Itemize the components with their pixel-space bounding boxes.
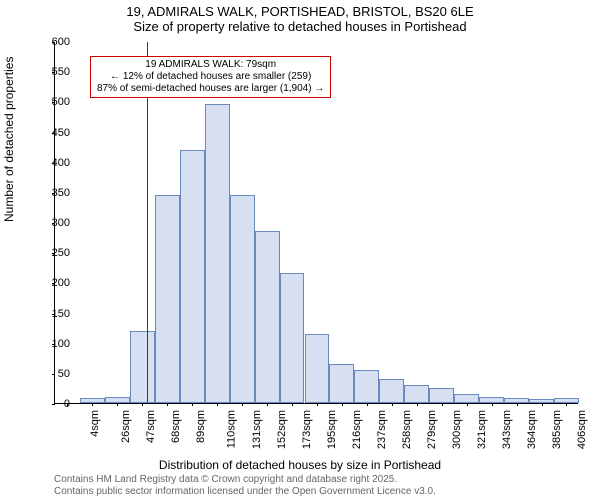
x-tick-mark <box>117 403 118 406</box>
x-tick-mark <box>167 403 168 406</box>
x-tick-mark <box>492 403 493 406</box>
y-tick-mark <box>52 374 55 375</box>
histogram-bar <box>205 104 230 403</box>
annotation-line1: 19 ADMIRALS WALK: 79sqm <box>97 59 324 71</box>
x-axis-label: Distribution of detached houses by size … <box>0 458 600 472</box>
x-tick-mark <box>317 403 318 406</box>
x-tick-mark <box>267 403 268 406</box>
x-tick-label: 216sqm <box>351 410 363 449</box>
x-tick-mark <box>67 403 68 406</box>
histogram-bar <box>454 394 479 403</box>
x-tick-label: 152sqm <box>276 410 288 449</box>
x-tick-mark <box>367 403 368 406</box>
y-tick-mark <box>52 163 55 164</box>
x-tick-mark <box>142 403 143 406</box>
y-axis-label: Number of detached properties <box>2 57 16 222</box>
x-tick-mark <box>417 403 418 406</box>
x-tick-mark <box>242 403 243 406</box>
x-tick-mark <box>392 403 393 406</box>
y-tick-mark <box>52 42 55 43</box>
chart-title-area: 19, ADMIRALS WALK, PORTISHEAD, BRISTOL, … <box>0 4 600 34</box>
y-tick-mark <box>52 253 55 254</box>
x-tick-label: 195sqm <box>326 410 338 449</box>
x-tick-label: 131sqm <box>251 410 263 449</box>
y-tick-mark <box>52 133 55 134</box>
histogram-bar <box>329 364 354 403</box>
histogram-bar <box>429 388 454 403</box>
x-tick-label: 385sqm <box>551 410 563 449</box>
histogram-bar <box>305 334 330 403</box>
x-tick-label: 321sqm <box>476 410 488 449</box>
histogram-bar <box>404 385 429 403</box>
chart-title-line1: 19, ADMIRALS WALK, PORTISHEAD, BRISTOL, … <box>0 4 600 19</box>
y-tick-mark <box>52 223 55 224</box>
x-tick-label: 258sqm <box>401 410 413 449</box>
histogram-bar <box>280 273 305 403</box>
y-tick-mark <box>52 193 55 194</box>
annotation-box: 19 ADMIRALS WALK: 79sqm ← 12% of detache… <box>90 56 331 98</box>
x-tick-label: 4sqm <box>89 410 101 437</box>
x-tick-label: 89sqm <box>195 410 207 443</box>
x-tick-mark <box>192 403 193 406</box>
footer-line2: Contains public sector information licen… <box>54 486 436 498</box>
histogram-bar <box>255 231 280 403</box>
y-tick-mark <box>52 72 55 73</box>
histogram-bar <box>230 195 255 403</box>
x-tick-mark <box>292 403 293 406</box>
x-tick-label: 237sqm <box>376 410 388 449</box>
x-tick-mark <box>92 403 93 406</box>
histogram-bar <box>130 331 155 403</box>
x-tick-label: 47sqm <box>145 410 157 443</box>
x-tick-label: 110sqm <box>226 410 238 448</box>
histogram-bar <box>379 379 404 403</box>
y-tick-mark <box>52 283 55 284</box>
y-tick-mark <box>52 344 55 345</box>
y-tick-mark <box>52 102 55 103</box>
x-tick-label: 279sqm <box>426 410 438 449</box>
y-tick-mark <box>52 404 55 405</box>
histogram-bar <box>354 370 379 403</box>
annotation-line2: ← 12% of detached houses are smaller (25… <box>97 71 324 83</box>
x-tick-label: 406sqm <box>576 410 588 449</box>
x-tick-mark <box>442 403 443 406</box>
x-tick-mark <box>566 403 567 406</box>
x-tick-label: 68sqm <box>170 410 182 443</box>
annotation-line3: 87% of semi-detached houses are larger (… <box>97 83 324 95</box>
chart-footer: Contains HM Land Registry data © Crown c… <box>54 474 436 498</box>
x-tick-label: 343sqm <box>501 410 513 449</box>
x-tick-mark <box>217 403 218 406</box>
x-tick-mark <box>517 403 518 406</box>
histogram-bar <box>155 195 180 403</box>
x-tick-mark <box>342 403 343 406</box>
x-tick-label: 173sqm <box>301 410 313 449</box>
chart-title-line2: Size of property relative to detached ho… <box>0 19 600 34</box>
y-tick-mark <box>52 314 55 315</box>
x-tick-label: 300sqm <box>451 410 463 449</box>
x-tick-label: 26sqm <box>120 410 132 443</box>
x-tick-mark <box>542 403 543 406</box>
footer-line1: Contains HM Land Registry data © Crown c… <box>54 474 436 486</box>
histogram-bar <box>180 150 205 403</box>
x-tick-mark <box>467 403 468 406</box>
chart-container: 19, ADMIRALS WALK, PORTISHEAD, BRISTOL, … <box>0 0 600 500</box>
x-tick-label: 364sqm <box>526 410 538 449</box>
